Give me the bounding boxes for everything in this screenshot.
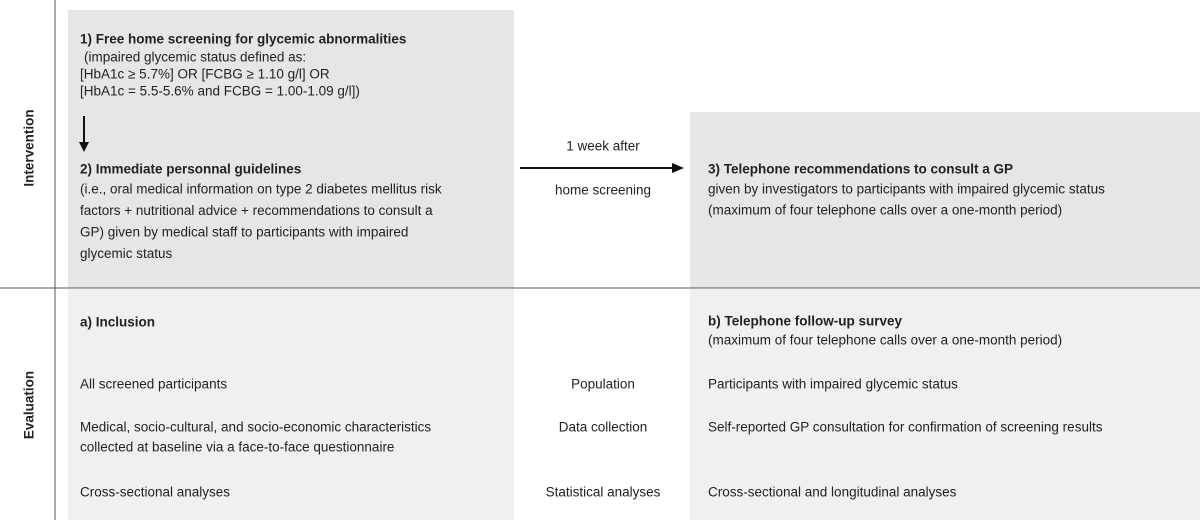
step-title: 3) Telephone recommendations to consult … [708,162,1013,177]
evaluation-right-box [690,289,1200,520]
right-arrow-head [672,163,684,173]
step-text: [HbA1c ≥ 5.7%] OR [FCBG ≥ 1.10 g/l] OR [80,67,330,82]
row-label: Statistical analyses [546,485,661,500]
evaluation-left-box [68,289,514,520]
step-text: (impaired glycemic status defined as: [84,50,306,65]
step-text: [HbA1c = 5.5-5.6% and FCBG = 1.00-1.09 g… [80,84,360,99]
row-right: Self-reported GP consultation for confir… [708,420,1103,435]
row-left: All screened participants [80,377,227,392]
step-title: 2) Immediate personnal guidelines [80,162,301,177]
row-label: Population [571,377,635,392]
step-text: factors + nutritional advice + recommend… [80,203,433,218]
intervention-left-box [68,10,514,288]
section-label: Evaluation [22,371,37,439]
row-right: Cross-sectional and longitudinal analyse… [708,485,957,500]
step-text: glycemic status [80,246,173,261]
texts: Intervention Evaluation 1) Free home scree… [22,32,1106,500]
section-label: Intervention [22,109,37,186]
row-right: Participants with impaired glycemic stat… [708,377,958,392]
intervention-right-box [690,112,1200,288]
row-left: Cross-sectional analyses [80,485,230,500]
transition-label: 1 week after [566,139,640,154]
step-text: (i.e., oral medical information on type … [80,182,442,197]
evaluation-title: b) Telephone follow-up survey [708,314,903,329]
down-arrow-head [79,142,89,152]
row-left: collected at baseline via a face-to-face… [80,440,394,455]
transition-label: home screening [555,183,651,198]
evaluation-subtitle: (maximum of four telephone calls over a … [708,333,1062,348]
step-title: 1) Free home screening for glycemic abno… [80,32,406,47]
step-text: given by investigators to participants w… [708,182,1105,197]
step-text: (maximum of four telephone calls over a … [708,203,1062,218]
row-label: Data collection [559,420,648,435]
evaluation-title: a) Inclusion [80,315,155,330]
row-left: Medical, socio-cultural, and socio-econo… [80,420,431,435]
step-text: GP) given by medical staff to participan… [80,225,408,240]
